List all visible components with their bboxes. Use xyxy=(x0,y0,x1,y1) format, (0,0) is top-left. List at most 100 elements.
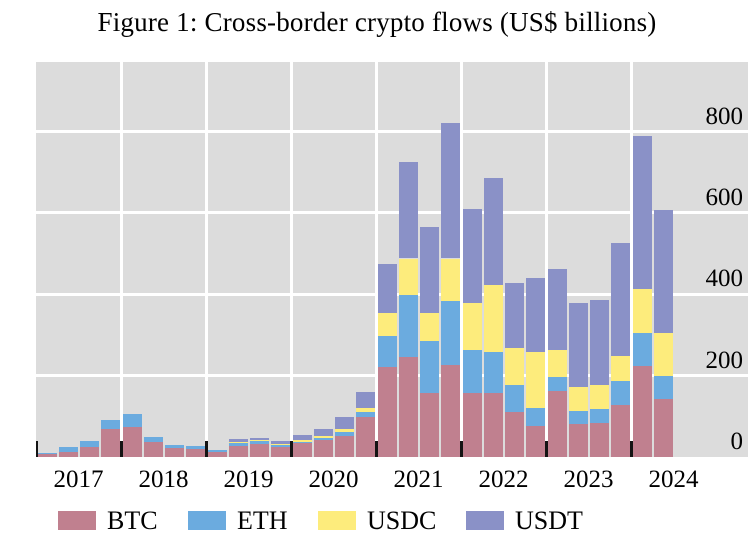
bar-2019Q3-btc xyxy=(250,443,270,457)
bar-2020Q1-eth xyxy=(292,441,312,444)
bar-2020Q3-usdt xyxy=(335,416,355,429)
bar-2024Q2-eth xyxy=(653,376,673,400)
y-axis-tick-label: 400 xyxy=(705,265,744,293)
x-axis-year-label: 2022 xyxy=(478,466,529,493)
bar-2023Q2-usdt xyxy=(568,303,588,387)
gridline-horizontal xyxy=(36,211,748,215)
bar-2022Q1-btc xyxy=(462,393,482,457)
legend: BTC ETH USDC USDT xyxy=(0,502,754,539)
legend-item-usdt: USDT xyxy=(466,502,583,539)
bar-2019Q4-eth xyxy=(271,444,291,448)
legend-item-usdc: USDC xyxy=(318,502,436,539)
bar-2024Q1-usdc xyxy=(632,289,652,333)
gridline-vertical xyxy=(374,62,378,457)
bar-2019Q3-eth xyxy=(250,441,270,444)
legend-label-btc: BTC xyxy=(107,505,158,535)
bar-2018Q2-btc xyxy=(143,441,163,457)
bar-2020Q3-btc xyxy=(335,435,355,457)
bar-2017Q4-eth xyxy=(101,420,121,429)
bar-2021Q3-eth xyxy=(420,341,440,394)
bar-2019Q3-usdc xyxy=(250,440,270,442)
bar-2018Q4-btc xyxy=(186,448,206,457)
bar-2021Q2-btc xyxy=(398,356,418,457)
bar-2020Q1-usdt xyxy=(292,435,312,441)
x-axis-year-label: 2023 xyxy=(563,466,614,493)
bar-2023Q2-btc xyxy=(568,423,588,457)
bar-2023Q3-usdc xyxy=(590,384,610,410)
bar-2023Q4-usdt xyxy=(611,242,631,357)
bar-2020Q2-usdt xyxy=(313,429,333,436)
bar-2021Q2-eth xyxy=(398,294,418,357)
x-axis-labels: 2017 2018 2019 2020 2021 2022 2023 2024 xyxy=(36,466,748,498)
gridline-vertical xyxy=(289,62,293,457)
bar-2023Q1-usdc xyxy=(547,349,567,377)
bar-2019Q4-usdc xyxy=(271,443,291,445)
bar-2017Q1-eth xyxy=(37,452,57,455)
bar-2024Q2-usdc xyxy=(653,332,673,377)
x-axis-year-label: 2024 xyxy=(648,466,699,493)
legend-swatch-usdt xyxy=(466,511,504,530)
bar-2020Q2-usdc xyxy=(313,435,333,438)
gridline-horizontal xyxy=(36,130,748,134)
legend-label-usdc: USDC xyxy=(367,505,437,535)
bar-2022Q2-usdc xyxy=(483,284,503,352)
gridline-vertical xyxy=(544,62,548,457)
bar-2024Q2-btc xyxy=(653,399,673,457)
bar-2018Q3-btc xyxy=(165,448,185,457)
bar-2019Q2-usdt xyxy=(228,439,248,442)
bar-2021Q3-usdt xyxy=(420,226,440,313)
legend-item-btc: BTC xyxy=(58,502,158,539)
bar-2023Q3-eth xyxy=(590,409,610,423)
bar-2017Q3-btc xyxy=(80,447,100,457)
bar-2023Q3-btc xyxy=(590,422,610,457)
bar-2020Q3-eth xyxy=(335,431,355,436)
y-axis-tick-label: 0 xyxy=(730,428,744,455)
bar-2022Q1-usdt xyxy=(462,208,482,304)
legend-item-eth: ETH xyxy=(188,502,288,539)
bar-2019Q1-btc xyxy=(207,452,227,457)
bar-2022Q2-btc xyxy=(483,393,503,457)
bar-2017Q1-btc xyxy=(37,454,57,457)
bar-2020Q4-btc xyxy=(356,416,376,457)
bar-2019Q3-usdt xyxy=(250,437,270,441)
x-axis-year-label: 2019 xyxy=(223,466,274,493)
x-axis-tick-2021 xyxy=(375,441,378,457)
bar-2022Q4-usdc xyxy=(526,352,546,409)
bar-2021Q1-eth xyxy=(377,335,397,367)
bar-2020Q2-eth xyxy=(313,437,333,441)
bar-2018Q4-eth xyxy=(186,445,206,449)
bar-2021Q1-usdc xyxy=(377,313,397,336)
y-axis-tick-label: 600 xyxy=(705,183,744,211)
bar-2023Q2-eth xyxy=(568,411,588,424)
x-axis-year-label: 2017 xyxy=(53,466,104,493)
plot-area: 0 200 400 600 800 xyxy=(36,62,748,457)
bar-2022Q3-eth xyxy=(505,385,525,412)
bar-2022Q4-usdt xyxy=(526,278,546,353)
bar-2019Q4-btc xyxy=(271,447,291,457)
bar-2023Q4-usdc xyxy=(611,356,631,381)
gridline-vertical xyxy=(459,62,463,457)
bar-2022Q1-eth xyxy=(462,350,482,394)
bar-2024Q1-btc xyxy=(632,365,652,457)
bar-2021Q4-usdt xyxy=(441,123,461,259)
bar-2021Q2-usdt xyxy=(398,162,418,259)
bar-2019Q4-usdt xyxy=(271,440,291,444)
bar-2020Q1-usdc xyxy=(292,440,312,442)
legend-label-eth: ETH xyxy=(237,505,288,535)
bar-2021Q4-eth xyxy=(441,300,461,366)
x-axis-tick-2018 xyxy=(120,441,123,457)
x-axis-year-label: 2021 xyxy=(393,466,444,493)
legend-swatch-usdc xyxy=(318,511,356,530)
bar-2018Q1-btc xyxy=(122,427,142,457)
bar-2022Q4-btc xyxy=(526,426,546,457)
y-axis-tick-label: 800 xyxy=(705,102,744,130)
bar-2023Q3-usdt xyxy=(590,299,610,385)
bar-2022Q2-usdt xyxy=(483,177,503,285)
bar-2019Q2-btc xyxy=(228,445,248,457)
x-axis-tick-2024 xyxy=(630,441,633,457)
bar-2018Q3-eth xyxy=(165,445,185,449)
bar-2024Q2-usdt xyxy=(653,209,673,333)
bar-2020Q4-usdt xyxy=(356,392,376,409)
bar-2017Q2-btc xyxy=(58,451,78,457)
x-axis-tick-2023 xyxy=(545,441,548,457)
